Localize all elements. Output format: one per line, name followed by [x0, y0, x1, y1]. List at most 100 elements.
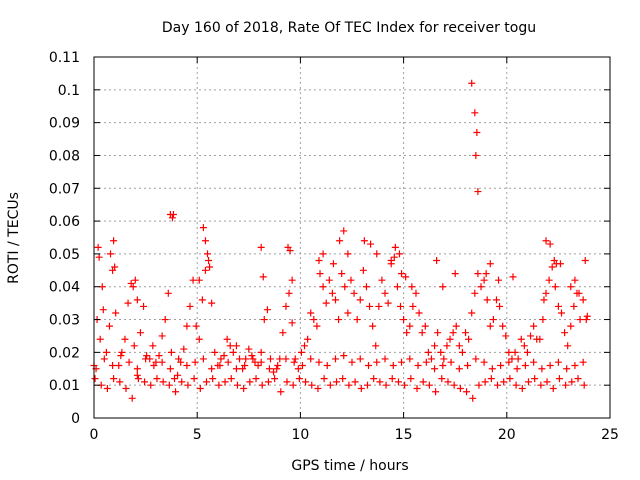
data-point [314, 384, 322, 392]
data-point [129, 283, 137, 291]
data-point [567, 322, 575, 330]
data-point [340, 227, 348, 235]
data-point [575, 289, 583, 297]
data-point [469, 394, 477, 402]
data-point [356, 355, 364, 363]
data-point [406, 355, 414, 363]
data-point [472, 151, 480, 159]
data-point [206, 263, 214, 271]
data-point [328, 289, 336, 297]
data-point [122, 384, 130, 392]
data-point [183, 322, 191, 330]
data-point [571, 276, 579, 284]
data-point [440, 355, 448, 363]
data-point [178, 378, 186, 386]
data-point [226, 342, 234, 350]
data-point [351, 378, 359, 386]
data-point [473, 128, 481, 136]
data-point [155, 352, 163, 360]
data-point [546, 361, 554, 369]
data-point [341, 283, 349, 291]
data-point [401, 381, 409, 389]
data-point [263, 306, 271, 314]
x-tick-label: 0 [90, 427, 99, 443]
data-point [350, 289, 358, 297]
data-point [290, 358, 298, 366]
x-tick-label: 25 [601, 427, 619, 443]
data-point [229, 348, 237, 356]
data-point [236, 355, 244, 363]
data-point [153, 375, 161, 383]
data-point [331, 355, 339, 363]
data-point [115, 361, 123, 369]
data-point [570, 302, 578, 310]
data-point [168, 214, 176, 222]
data-point [563, 365, 571, 373]
data-point [333, 378, 341, 386]
data-point [204, 250, 212, 258]
data-point [452, 322, 460, 330]
data-point [536, 335, 544, 343]
data-point [446, 335, 454, 343]
data-point [554, 358, 562, 366]
data-point [472, 355, 480, 363]
data-point [524, 378, 532, 386]
data-point [468, 309, 476, 317]
data-point [409, 302, 417, 310]
data-point [583, 312, 591, 320]
data-point [195, 335, 203, 343]
data-point [546, 240, 554, 248]
data-point [245, 345, 253, 353]
data-point [471, 289, 479, 297]
data-point [208, 299, 216, 307]
data-point [298, 361, 306, 369]
data-point [110, 237, 118, 245]
data-point [320, 375, 328, 383]
data-point [468, 79, 476, 87]
data-point [378, 276, 386, 284]
data-point [329, 260, 337, 268]
x-axis-label: GPS time / hours [291, 458, 408, 474]
x-tick-label: 10 [291, 427, 309, 443]
data-point [513, 365, 521, 373]
data-point [233, 381, 241, 389]
y-axis-label: ROTI / TECUs [6, 192, 22, 284]
y-tick-labels: 0 0.01 0.02 0.03 0.04 0.05 0.06 0.07 0.08 0.09 0.1… [49, 50, 80, 427]
data-point [492, 296, 500, 304]
x-tick-label: 5 [193, 427, 202, 443]
data-point [221, 378, 229, 386]
data-point [398, 358, 406, 366]
data-point [359, 266, 367, 274]
data-point [449, 329, 457, 337]
data-point [462, 329, 470, 337]
data-point [381, 355, 389, 363]
data-point [279, 329, 287, 337]
data-point [432, 388, 440, 396]
data-point [150, 361, 158, 369]
data-point [486, 322, 494, 330]
data-point [323, 361, 331, 369]
y-tick-label: 0.08 [49, 148, 80, 164]
data-point [402, 273, 410, 281]
data-point [133, 296, 141, 304]
data-point [517, 335, 525, 343]
data-point [456, 384, 464, 392]
data-point [143, 352, 151, 360]
data-point [130, 342, 138, 350]
data-point [131, 276, 139, 284]
data-point [322, 299, 330, 307]
data-point [530, 322, 538, 330]
data-point [205, 256, 213, 264]
data-point [133, 371, 141, 379]
data-point [455, 342, 463, 350]
data-point [360, 237, 368, 245]
data-point [539, 316, 547, 324]
data-point [390, 253, 398, 261]
data-point [242, 355, 250, 363]
data-point [111, 263, 119, 271]
data-point [338, 270, 346, 278]
data-point [315, 358, 323, 366]
data-point [419, 378, 427, 386]
data-point [393, 283, 401, 291]
